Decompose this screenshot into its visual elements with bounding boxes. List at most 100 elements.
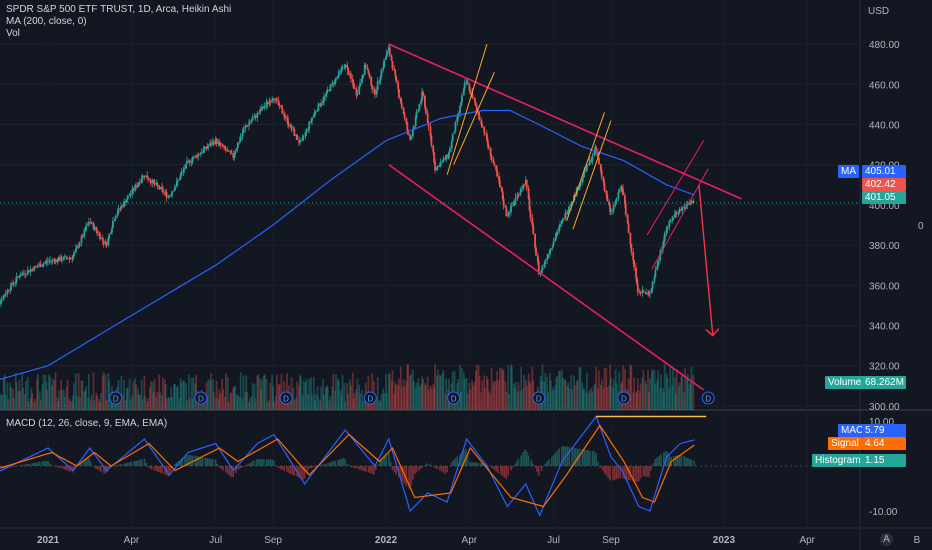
- histogram-bar: [273, 461, 275, 466]
- volume-bar: [38, 391, 41, 410]
- candle-body: [191, 158, 194, 162]
- volume-bar: [591, 392, 594, 410]
- histogram-bar: [678, 454, 681, 466]
- candle-body: [567, 210, 570, 214]
- candle-body: [474, 102, 477, 107]
- candle-body: [382, 66, 385, 70]
- candle-body: [268, 101, 271, 105]
- volume-bar: [83, 391, 86, 410]
- candle-body: [639, 292, 642, 294]
- candle-body: [192, 156, 195, 159]
- histogram-bar: [452, 460, 455, 466]
- volume-bar: [328, 400, 331, 410]
- volume-bar: [486, 376, 488, 410]
- candle-body: [335, 77, 337, 80]
- ma-legend[interactable]: MA (200, close, 0): [6, 16, 87, 27]
- candle-body: [456, 116, 459, 123]
- histogram-bar: [147, 466, 149, 468]
- histogram-bar: [237, 466, 239, 470]
- volume-bar: [500, 367, 503, 410]
- price-axis[interactable]: 300.00320.00340.00360.00380.00400.00420.…: [869, 40, 900, 518]
- volume-bar: [594, 383, 597, 410]
- volume-bar: [611, 386, 614, 410]
- histogram-bar: [544, 463, 547, 466]
- volume-bar: [673, 377, 676, 410]
- candle-body: [349, 73, 351, 75]
- histogram-bar: [31, 463, 34, 466]
- bear-flag-line: [453, 72, 495, 165]
- candle-body: [301, 137, 304, 141]
- volume-bar: [424, 385, 427, 410]
- histogram-bar: [446, 466, 448, 473]
- candle-body: [24, 273, 26, 275]
- histogram-bar: [624, 466, 626, 480]
- histogram-bar: [436, 466, 438, 469]
- candle-body: [116, 212, 119, 216]
- candle-body: [578, 186, 581, 191]
- candle-body: [586, 164, 588, 171]
- candle-body: [595, 147, 598, 153]
- candle-body: [53, 259, 56, 261]
- projection-arrow-shaft: [698, 184, 714, 336]
- candle-body: [93, 227, 96, 229]
- histogram-bar: [693, 460, 696, 466]
- volume-bar: [317, 397, 320, 410]
- candle-body: [554, 237, 557, 242]
- volume-bar: [651, 368, 654, 410]
- histogram-bar: [62, 466, 64, 469]
- volume-bar: [218, 389, 221, 410]
- volume-bar: [15, 382, 18, 410]
- volume-bar: [559, 370, 561, 410]
- volume-bar: [129, 399, 132, 410]
- volume-bar: [376, 376, 379, 410]
- volume-bar: [647, 370, 649, 410]
- volume-bar: [137, 394, 140, 410]
- candle-body: [571, 201, 573, 204]
- volume-bar: [224, 373, 227, 410]
- volume-bar: [226, 377, 229, 410]
- histogram-bar: [201, 457, 204, 466]
- time-axis[interactable]: 2021 Apr Jul Sep 2022 Apr Jul Sep 2023 Apr B: [37, 535, 921, 546]
- candle-body: [170, 194, 173, 197]
- candle-body: [41, 265, 44, 267]
- macd-legend[interactable]: MACD (12, 26, close, 9, EMA, EMA): [6, 418, 168, 429]
- volume-bar: [249, 397, 251, 410]
- histogram-bar: [513, 464, 516, 466]
- histogram-bar: [228, 466, 231, 476]
- histogram-bar: [157, 466, 160, 473]
- histogram-bar: [92, 465, 95, 467]
- candle-body: [433, 152, 436, 163]
- candle-body: [681, 207, 684, 211]
- candle-body: [573, 195, 576, 197]
- volume-bar: [356, 378, 359, 410]
- histogram-bar: [373, 466, 375, 475]
- volume-bar: [147, 398, 150, 410]
- dividend-badge-label: D: [113, 395, 119, 404]
- volume-bar: [587, 393, 590, 410]
- volume-bar: [453, 370, 456, 410]
- volume-bar: [227, 401, 230, 410]
- candle-body: [409, 134, 411, 140]
- histogram-bar: [527, 455, 530, 466]
- candle-body: [281, 108, 284, 114]
- auto-scale-button[interactable]: A: [880, 533, 893, 546]
- time-tick-label: Apr: [462, 535, 478, 546]
- histogram-bar: [401, 466, 404, 482]
- candle-body: [21, 273, 24, 276]
- prev-close-tag: 401.05: [862, 191, 906, 204]
- candle-body: [361, 74, 364, 79]
- volume-bar: [689, 379, 692, 410]
- histogram-bar: [367, 466, 370, 473]
- vol-legend[interactable]: Vol: [6, 28, 20, 39]
- dividend-badge-label: D: [705, 395, 711, 404]
- trendline-drawings[interactable]: [388, 43, 742, 391]
- histogram-bar: [69, 466, 72, 472]
- symbol-title[interactable]: SPDR S&P 500 ETF TRUST, 1D, Arca, Heikin…: [6, 4, 232, 15]
- candle-body: [375, 89, 378, 95]
- candle-body: [244, 126, 247, 129]
- histogram-bar: [554, 452, 557, 466]
- candle-body: [555, 235, 558, 238]
- dividend-badge: [194, 391, 208, 405]
- volume-bar: [527, 373, 530, 410]
